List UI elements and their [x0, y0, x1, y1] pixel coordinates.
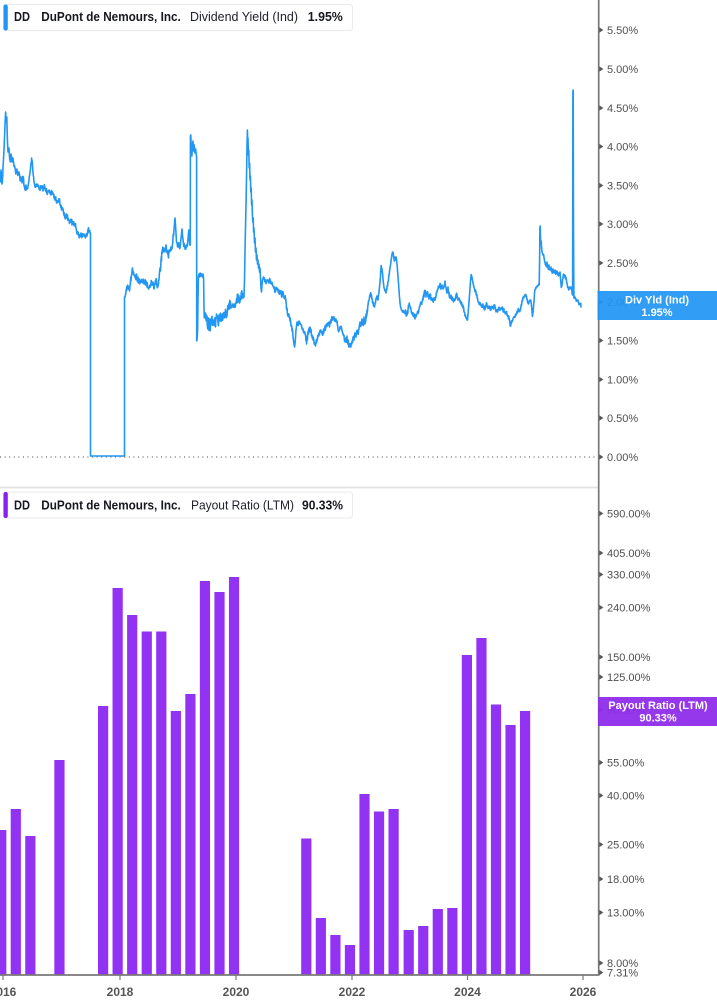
svg-text:4.50%: 4.50%: [607, 103, 638, 115]
svg-text:90.33%: 90.33%: [302, 498, 343, 513]
svg-text:2020: 2020: [223, 985, 250, 999]
svg-text:2024: 2024: [454, 985, 481, 999]
svg-text:2.50%: 2.50%: [607, 258, 638, 270]
svg-text:Div Yld (Ind): Div Yld (Ind): [625, 295, 689, 307]
svg-text:1.50%: 1.50%: [607, 336, 638, 348]
svg-text:0.50%: 0.50%: [607, 413, 638, 425]
svg-text:240.00%: 240.00%: [607, 603, 651, 615]
svg-text:2018: 2018: [107, 985, 134, 999]
svg-text:1.00%: 1.00%: [607, 375, 638, 387]
svg-text:590.00%: 590.00%: [607, 509, 651, 521]
svg-text:7.31%: 7.31%: [607, 968, 638, 980]
svg-text:0.00%: 0.00%: [607, 452, 638, 464]
svg-text:90.33%: 90.33%: [639, 713, 677, 725]
svg-text:40.00%: 40.00%: [607, 791, 645, 803]
svg-text:3.00%: 3.00%: [607, 219, 638, 231]
svg-text:DD: DD: [14, 9, 30, 24]
svg-text:DuPont de Nemours, Inc.: DuPont de Nemours, Inc.: [41, 9, 181, 24]
svg-text:1.95%: 1.95%: [308, 9, 343, 24]
svg-text:125.00%: 125.00%: [607, 672, 651, 684]
svg-text:DD: DD: [14, 498, 30, 513]
svg-text:405.00%: 405.00%: [607, 548, 651, 560]
svg-text:5.00%: 5.00%: [607, 64, 638, 76]
svg-text:2022: 2022: [339, 985, 366, 999]
svg-text:2016: 2016: [0, 985, 17, 999]
svg-text:3.50%: 3.50%: [607, 181, 638, 193]
svg-text:18.00%: 18.00%: [607, 874, 645, 886]
svg-text:55.00%: 55.00%: [607, 758, 645, 770]
svg-text:13.00%: 13.00%: [607, 908, 645, 920]
svg-text:Dividend Yield (Ind): Dividend Yield (Ind): [190, 9, 298, 24]
svg-text:1.95%: 1.95%: [641, 307, 672, 319]
svg-text:330.00%: 330.00%: [607, 570, 651, 582]
svg-text:8.00%: 8.00%: [607, 958, 638, 970]
svg-text:Payout Ratio (LTM): Payout Ratio (LTM): [608, 700, 708, 712]
svg-text:4.00%: 4.00%: [607, 142, 638, 154]
svg-text:25.00%: 25.00%: [607, 840, 645, 852]
svg-text:DuPont de Nemours, Inc.: DuPont de Nemours, Inc.: [41, 498, 181, 513]
svg-text:Payout Ratio (LTM): Payout Ratio (LTM): [191, 498, 294, 513]
svg-text:150.00%: 150.00%: [607, 652, 651, 664]
svg-text:5.50%: 5.50%: [607, 25, 638, 37]
svg-text:2026: 2026: [570, 985, 597, 999]
